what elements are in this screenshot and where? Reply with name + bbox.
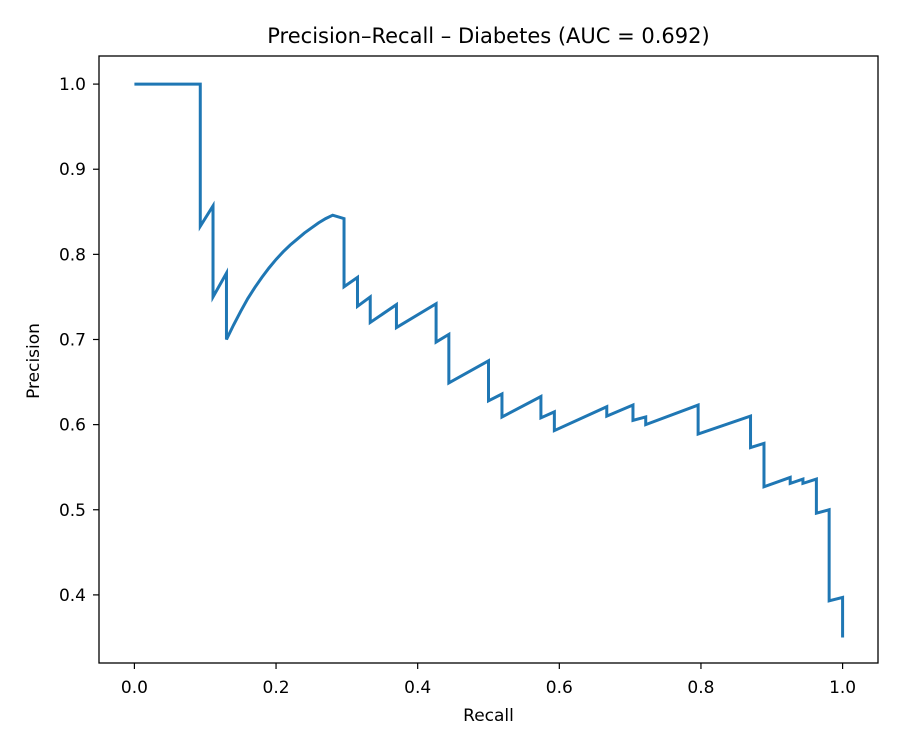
y-tick-label: 0.8 bbox=[59, 245, 86, 265]
x-axis: 0.0 0.2 0.4 0.6 0.8 1.0 bbox=[121, 663, 856, 698]
series-layer bbox=[134, 82, 845, 638]
x-tick-label: 0.8 bbox=[687, 678, 714, 698]
x-tick-label: 0.6 bbox=[546, 678, 573, 698]
y-tick-label: 0.7 bbox=[59, 330, 86, 350]
x-tick-label: 0.0 bbox=[121, 678, 148, 698]
plot-border bbox=[98, 55, 879, 664]
x-tick-label: 0.4 bbox=[404, 678, 431, 698]
series-line bbox=[134, 82, 845, 638]
chart-title: Precision–Recall – Diabetes (AUC = 0.692… bbox=[267, 24, 709, 48]
x-tick-label: 0.2 bbox=[263, 678, 290, 698]
x-tick-label: 1.0 bbox=[829, 678, 856, 698]
y-tick-label: 0.9 bbox=[59, 160, 86, 180]
plot-frame bbox=[98, 55, 879, 664]
y-tick-label: 0.4 bbox=[59, 586, 86, 606]
x-axis-label: Recall bbox=[463, 706, 514, 726]
y-axis: 0.4 0.5 0.6 0.7 0.8 0.9 1.0 bbox=[59, 75, 99, 606]
y-tick-label: 0.5 bbox=[59, 501, 86, 521]
y-tick-label: 1.0 bbox=[59, 75, 86, 95]
y-tick-label: 0.6 bbox=[59, 416, 86, 436]
y-axis-label: Precision bbox=[24, 323, 44, 399]
